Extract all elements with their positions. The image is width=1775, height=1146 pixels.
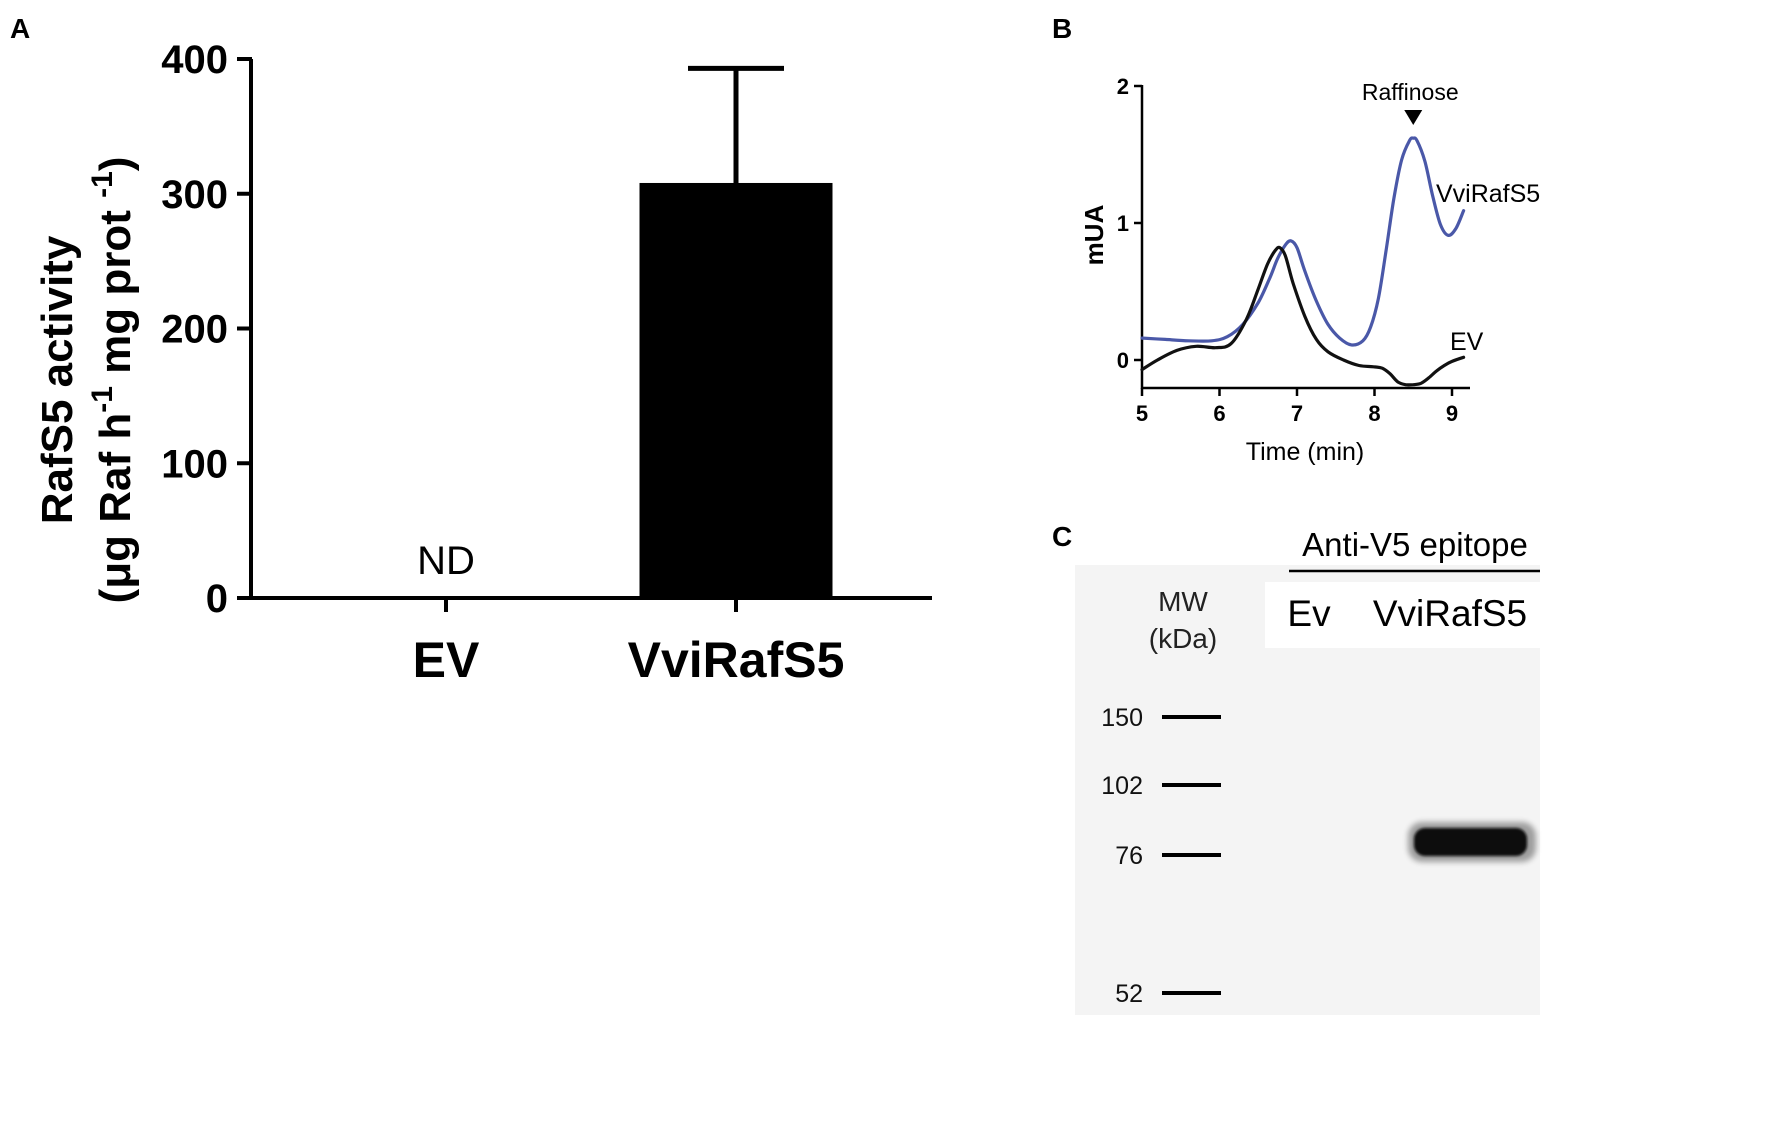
panel-b-y-tick-label: 2 — [1117, 74, 1129, 99]
blot-band-core — [1414, 828, 1527, 856]
panel-b-lines: VviRafS5 EV — [1140, 136, 1540, 387]
panel-a: A RafS5 activity (μg Raf h-1 mg prot -1)… — [10, 13, 932, 688]
panel-a-ylabel-line2: (μg Raf h-1 mg prot -1) — [86, 157, 140, 604]
panel-a-x-tick-label: VviRafS5 — [628, 632, 845, 688]
panel-a-bars: ND — [417, 65, 833, 598]
panel-a-ylabel-line1: RafS5 activity — [33, 235, 82, 524]
blot-lane-vvirafs5: VviRafS5 — [1373, 593, 1527, 634]
panel-c-letter: C — [1052, 521, 1072, 552]
blot-header-area — [1265, 582, 1555, 648]
blot-kda-label: (kDa) — [1149, 623, 1217, 654]
panel-b-annotation-label: Raffinose — [1362, 79, 1459, 105]
panel-b-letter: B — [1052, 13, 1072, 44]
panel-b-series-label-ev: EV — [1450, 328, 1484, 356]
panel-b-xlabel: Time (min) — [1246, 438, 1365, 466]
panel-a-y-ticks: 0 100 200 300 400 — [161, 38, 252, 621]
panel-b-annotation-arrow — [1404, 110, 1423, 125]
panel-b-x-tick-label: 7 — [1291, 401, 1303, 426]
panel-a-x-ticks: EV VviRafS5 — [413, 598, 845, 688]
panel-a-letter: A — [10, 13, 30, 44]
panel-a-y-tick-label: 0 — [206, 577, 228, 621]
panel-a-y-tick-label: 300 — [161, 173, 228, 217]
panel-b-series-ev — [1140, 245, 1466, 387]
panel-a-y-axis-title: RafS5 activity (μg Raf h-1 mg prot -1) — [33, 157, 140, 604]
blot-marker-label: 150 — [1101, 704, 1143, 732]
blot-marker-label: 102 — [1101, 772, 1143, 800]
panel-b-axes: 0 1 2 5 6 7 8 9 — [1117, 74, 1470, 426]
blot-markers: 150 102 76 52 — [1101, 704, 1221, 1008]
blot-mw-label: MW — [1158, 586, 1208, 617]
panel-a-y-tick-label: 100 — [161, 442, 228, 486]
panel-c: C Anti-V5 epitope Ev VviRafS5 MW (kDa) 1… — [1052, 521, 1555, 1015]
panel-b-y-tick-label: 1 — [1117, 211, 1129, 236]
panel-a-bar-vvirafs5 — [639, 182, 833, 598]
blot-marker-label: 52 — [1115, 980, 1143, 1008]
panel-a-bar-label: ND — [417, 539, 475, 583]
panel-b-y-tick-label: 0 — [1117, 348, 1129, 373]
panel-b-annotation: Raffinose — [1362, 79, 1459, 125]
panel-b-series-label-vvirafs5: VviRafS5 — [1436, 180, 1540, 208]
panel-b-ylabel: mUA — [1079, 204, 1109, 265]
panel-b: B mUA 0 1 2 5 6 7 8 9 VviRafS5 EV Time (min) Raf… — [1052, 13, 1540, 466]
blot-marker-label: 76 — [1115, 842, 1143, 870]
panel-a-x-tick-label: EV — [413, 632, 480, 688]
panel-b-x-tick-label: 6 — [1213, 401, 1225, 426]
panel-a-y-tick-label: 200 — [161, 308, 228, 352]
blot-band — [1408, 822, 1536, 862]
panel-b-x-tick-label: 8 — [1368, 401, 1380, 426]
panel-b-x-tick-label: 9 — [1446, 401, 1458, 426]
panel-a-y-tick-label: 400 — [161, 38, 228, 82]
panel-b-x-tick-label: 5 — [1136, 401, 1148, 426]
blot-lane-ev: Ev — [1287, 593, 1331, 634]
blot-heading: Anti-V5 epitope — [1302, 526, 1528, 563]
